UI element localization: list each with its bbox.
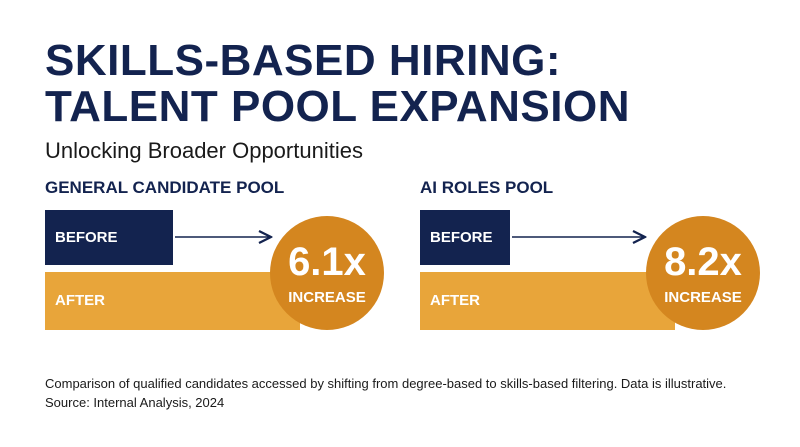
multiplier: 6.1x bbox=[288, 240, 366, 284]
before-bar: BEFORE bbox=[420, 210, 510, 265]
after-bar: AFTER bbox=[420, 272, 675, 330]
multiplier-caption: INCREASE bbox=[664, 289, 742, 306]
panel-title: AI ROLES POOL bbox=[420, 178, 554, 197]
subtitle: Unlocking Broader Opportunities bbox=[45, 138, 363, 163]
multiplier: 8.2x bbox=[664, 240, 742, 284]
multiplier-badge: 6.1x INCREASE bbox=[270, 216, 384, 330]
title-line: TALENT POOL EXPANSION bbox=[45, 82, 630, 131]
before-bar: BEFORE bbox=[45, 210, 173, 265]
after-bar: AFTER bbox=[45, 272, 300, 330]
multiplier-caption: INCREASE bbox=[288, 289, 366, 306]
source: Source: Internal Analysis, 2024 bbox=[45, 395, 225, 410]
title-line: SKILLS-BASED HIRING: bbox=[45, 36, 561, 85]
footnote: Comparison of qualified candidates acces… bbox=[45, 376, 727, 391]
multiplier-badge: 8.2x INCREASE bbox=[646, 216, 760, 330]
panel-title: GENERAL CANDIDATE POOL bbox=[45, 178, 285, 197]
